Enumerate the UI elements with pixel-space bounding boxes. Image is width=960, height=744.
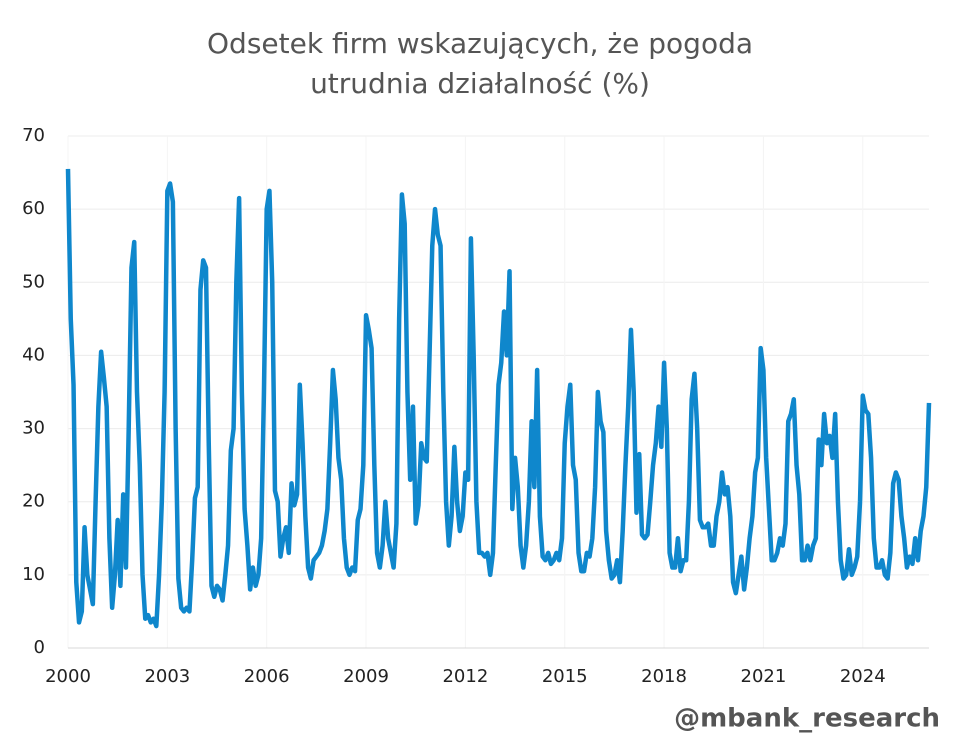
chart-title: utrudnia działalność (%) xyxy=(310,67,650,100)
data-line xyxy=(65,168,932,629)
x-tick-label: 2018 xyxy=(641,666,687,687)
y-tick-label: 70 xyxy=(22,125,45,146)
x-tick-label: 2024 xyxy=(840,666,886,687)
x-tick-label: 2000 xyxy=(45,666,91,687)
y-tick-label: 40 xyxy=(22,344,45,365)
y-tick-label: 0 xyxy=(34,637,45,658)
x-tick-label: 2009 xyxy=(343,666,389,687)
y-tick-label: 10 xyxy=(22,564,45,585)
y-tick-label: 60 xyxy=(22,198,45,219)
x-tick-label: 2003 xyxy=(144,666,190,687)
y-tick-label: 50 xyxy=(22,271,45,292)
x-tick-label: 2012 xyxy=(442,666,488,687)
y-tick-label: 20 xyxy=(22,491,45,512)
x-tick-label: 2006 xyxy=(244,666,290,687)
x-tick-label: 2015 xyxy=(542,666,588,687)
x-tick-label: 2021 xyxy=(741,666,787,687)
y-tick-label: 30 xyxy=(22,418,45,439)
footer: @mbank_research xyxy=(674,704,940,734)
chart-title: Odsetek firm wskazujących, że pogoda xyxy=(207,27,753,60)
